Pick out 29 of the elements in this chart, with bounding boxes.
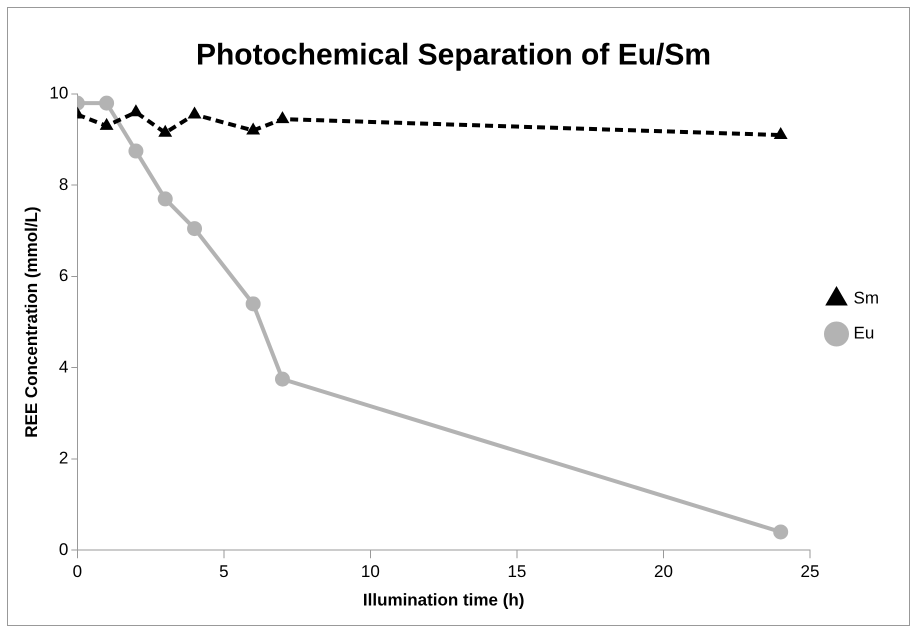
- legend-label: Eu: [854, 324, 874, 343]
- x-tick-label: 0: [72, 562, 82, 582]
- x-tick-label: 20: [654, 562, 673, 582]
- point: [246, 296, 261, 312]
- point: [188, 107, 202, 119]
- x-tick-label: 10: [360, 562, 380, 582]
- chart-title: Photochemical Separation of Eu/Sm: [196, 38, 712, 72]
- point: [129, 104, 142, 116]
- point: [246, 122, 260, 134]
- x-tick-label: 25: [800, 562, 820, 582]
- y-tick-label: 10: [49, 84, 68, 103]
- point: [158, 125, 172, 137]
- y-tick-label: 0: [58, 540, 68, 559]
- point: [773, 524, 788, 540]
- x-tick-label: 5: [219, 562, 229, 582]
- x-axis-title: Illumination time (h): [362, 590, 524, 610]
- y-tick-label: 6: [58, 266, 68, 286]
- point: [274, 372, 290, 387]
- point: [158, 191, 173, 206]
- y-tick-label: 2: [58, 448, 68, 468]
- y-tick-label: 4: [58, 357, 68, 376]
- y-axis-title: REE Concentration (mmol/L): [22, 206, 41, 438]
- point: [187, 221, 202, 236]
- legend-label: Sm: [854, 288, 879, 308]
- point: [100, 118, 114, 130]
- y-tick-label: 8: [58, 174, 68, 194]
- point: [276, 112, 290, 124]
- point: [774, 128, 788, 140]
- x-tick-label: 15: [507, 562, 526, 582]
